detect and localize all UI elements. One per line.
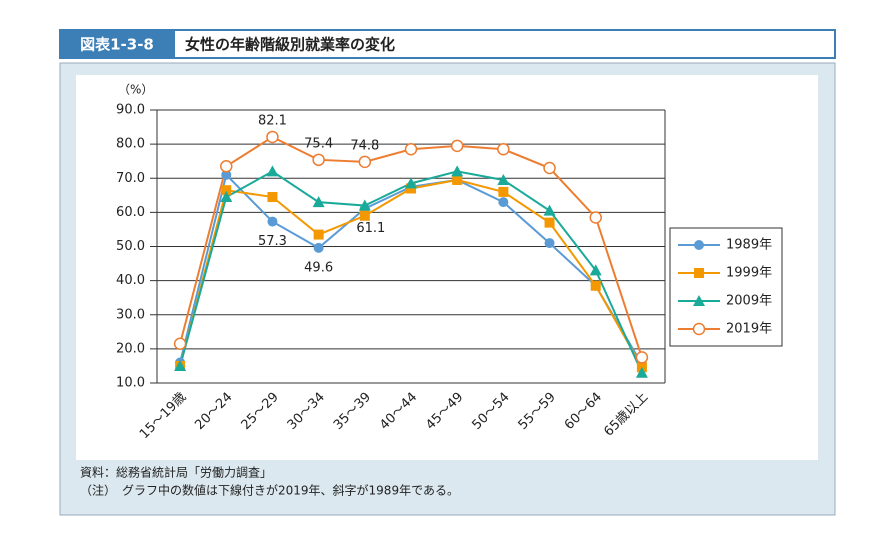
marker [694, 240, 704, 250]
note: （注） グラフ中の数値は下線付きが2019年、斜字が1989年である。 [80, 483, 459, 498]
marker [266, 165, 279, 177]
marker [497, 142, 510, 156]
data-label: 61.1 [356, 221, 385, 236]
marker [405, 177, 417, 189]
marker [692, 322, 706, 336]
y-tick-label: 60.0 [116, 205, 145, 220]
marker [174, 359, 187, 371]
marker [497, 173, 510, 185]
marker [313, 242, 324, 253]
marker [635, 351, 649, 364]
y-tick-label: 10.0 [116, 376, 145, 391]
legend-label: 1999年 [726, 266, 772, 281]
marker [498, 197, 509, 208]
data-label: 82.1 [258, 113, 287, 128]
marker [544, 238, 555, 249]
marker [543, 204, 556, 216]
marker [312, 153, 325, 167]
marker [590, 280, 601, 291]
header-frame [59, 29, 836, 59]
source: 資料：総務省統計局「労働力調査」 [80, 465, 272, 480]
marker [358, 155, 372, 169]
y-tick-label: 90.0 [116, 103, 145, 118]
data-label: 49.6 [304, 260, 333, 275]
data-label: 75.4 [304, 136, 333, 151]
marker [452, 174, 463, 185]
legend-label: 2009年 [726, 294, 772, 309]
marker [220, 191, 233, 203]
marker [406, 183, 416, 194]
marker [694, 268, 704, 278]
marker [543, 161, 556, 175]
marker [404, 142, 418, 156]
data-label: 74.8 [350, 138, 379, 153]
marker [358, 199, 371, 211]
y-unit: （%） [118, 83, 153, 97]
marker [267, 216, 278, 227]
y-tick-label: 70.0 [116, 171, 145, 186]
marker [589, 211, 602, 224]
figure-title: 女性の年齢階級別就業率の変化 [185, 36, 395, 54]
marker [450, 139, 464, 153]
marker [313, 229, 324, 240]
marker [451, 165, 464, 177]
marker [589, 264, 602, 276]
marker [221, 185, 232, 196]
marker [312, 196, 325, 208]
legend-label: 2019年 [726, 322, 772, 337]
marker [359, 210, 370, 221]
data-label: 57.3 [258, 234, 287, 249]
marker [266, 130, 279, 144]
y-tick-label: 50.0 [116, 239, 145, 254]
y-tick-label: 30.0 [116, 307, 145, 322]
marker [498, 186, 509, 197]
legend-label: 1989年 [726, 238, 772, 253]
marker [635, 366, 648, 378]
figure-number: 図表1-3-8 [80, 36, 154, 54]
marker [267, 192, 278, 203]
marker [693, 295, 705, 306]
marker [544, 217, 555, 228]
y-tick-label: 20.0 [116, 341, 145, 356]
legend-box [669, 227, 783, 347]
marker [220, 160, 233, 173]
y-tick-label: 80.0 [116, 137, 145, 152]
marker [221, 169, 232, 180]
marker [173, 337, 187, 351]
header-label-box [60, 30, 175, 58]
y-tick-label: 40.0 [116, 273, 145, 288]
